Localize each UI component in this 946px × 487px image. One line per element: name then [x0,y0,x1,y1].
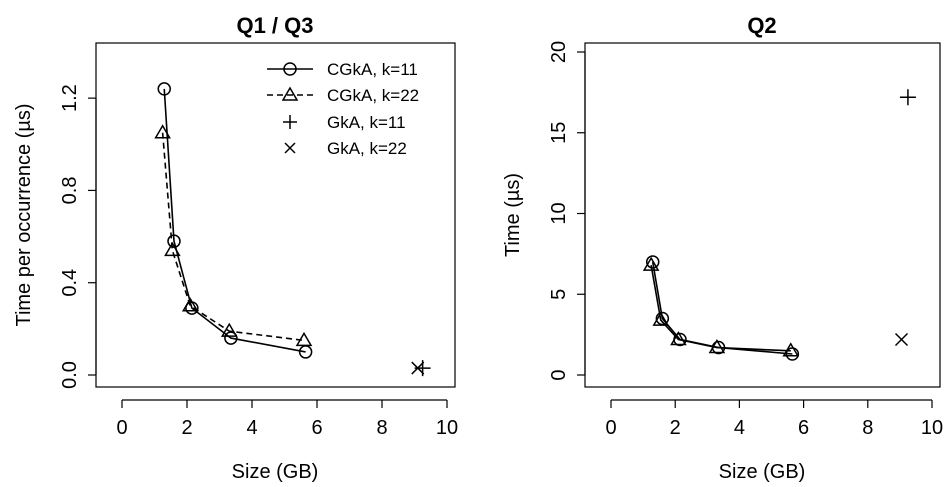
data-point-triangle [652,311,670,326]
x-tick-label: 4 [734,417,745,439]
x-axis: 0 2 4 6 8 10 [116,399,458,439]
x-tick-label: 2 [670,417,681,439]
x-tick-label: 8 [862,417,873,439]
data-point-triangle [295,331,313,347]
series-layer [154,82,431,377]
y-tick-label: 0.8 [59,177,81,205]
series-layer [642,89,916,361]
data-point-triangle [642,256,660,271]
data-point-triangle [708,339,726,354]
chart-q1-q3: Q1 / Q3 Size (GB) Time per occurrence (µ… [13,13,458,483]
y-tick-label: 5 [548,289,570,300]
legend-entry-gka-k11: GkA, k=11 [283,113,406,132]
x-tick-label: 0 [605,417,616,439]
x-tick-label: 0 [116,417,127,439]
data-point-triangle [154,124,171,139]
legend-entry-cgka-k11: CGkA, k=11 [267,60,418,79]
x-tick-label: 6 [798,417,809,439]
data-point-circle [157,82,171,96]
plot-frame [584,42,941,388]
series-line-triangle [650,265,791,352]
legend-label: GkA, k=11 [327,113,406,132]
x-tick-label: 10 [921,417,943,439]
series-line-circle [163,88,306,353]
x-axis-label: Size (GB) [232,461,319,483]
data-point-triangle [181,297,199,312]
data-point-triangle [220,322,238,337]
y-tick-label: 0.0 [59,361,81,389]
legend-marker-circle [283,62,297,76]
y-tick-label: 0.4 [59,269,81,297]
y-axis: 0.0 0.4 0.8 1.2 [59,84,97,389]
legend-entry-cgka-k22: CGkA, k=22 [267,86,419,105]
y-axis-label: Time per occurrence (µs) [13,103,35,326]
y-tick-label: 20 [548,41,570,63]
legend-marker-triangle [281,86,299,101]
chart-title: Q2 [747,13,776,38]
legend-entry-gka-k22: GkA, k=22 [284,139,407,158]
x-tick-label: 2 [181,417,192,439]
legend-label: GkA, k=22 [327,139,407,158]
y-tick-label: 10 [548,202,570,224]
y-axis-label: Time (µs) [502,173,524,257]
legend-label: CGkA, k=22 [327,86,419,105]
data-point-triangle [164,241,181,257]
data-point-circle [645,255,660,269]
x-axis: 0 2 4 6 8 10 [605,399,943,439]
y-tick-label: 1.2 [59,84,81,112]
legend: CGkA, k=11 CGkA, k=22 GkA, k=11 GkA, k=2… [267,60,419,158]
y-axis: 0 5 10 15 20 [548,41,586,381]
x-tick-label: 4 [246,417,257,439]
x-tick-label: 8 [376,417,387,439]
legend-marker-plus [283,115,297,129]
y-tick-label: 15 [548,122,570,144]
data-point-triangle [782,342,800,357]
data-point-plus [899,89,916,106]
chart-title: Q1 / Q3 [236,13,313,38]
data-point-triangle [670,330,687,346]
chart-q2: Q2 Size (GB) Time (µs) 0 2 4 6 8 10 0 5 10 15 20 [502,13,943,483]
data-point-cross [894,332,909,347]
x-axis-label: Size (GB) [719,461,806,483]
y-tick-label: 0 [548,369,570,380]
legend-marker-cross [284,142,296,154]
x-tick-label: 6 [311,417,322,439]
x-tick-label: 10 [436,417,458,439]
legend-label: CGkA, k=11 [327,60,418,79]
data-point-cross [411,361,425,375]
